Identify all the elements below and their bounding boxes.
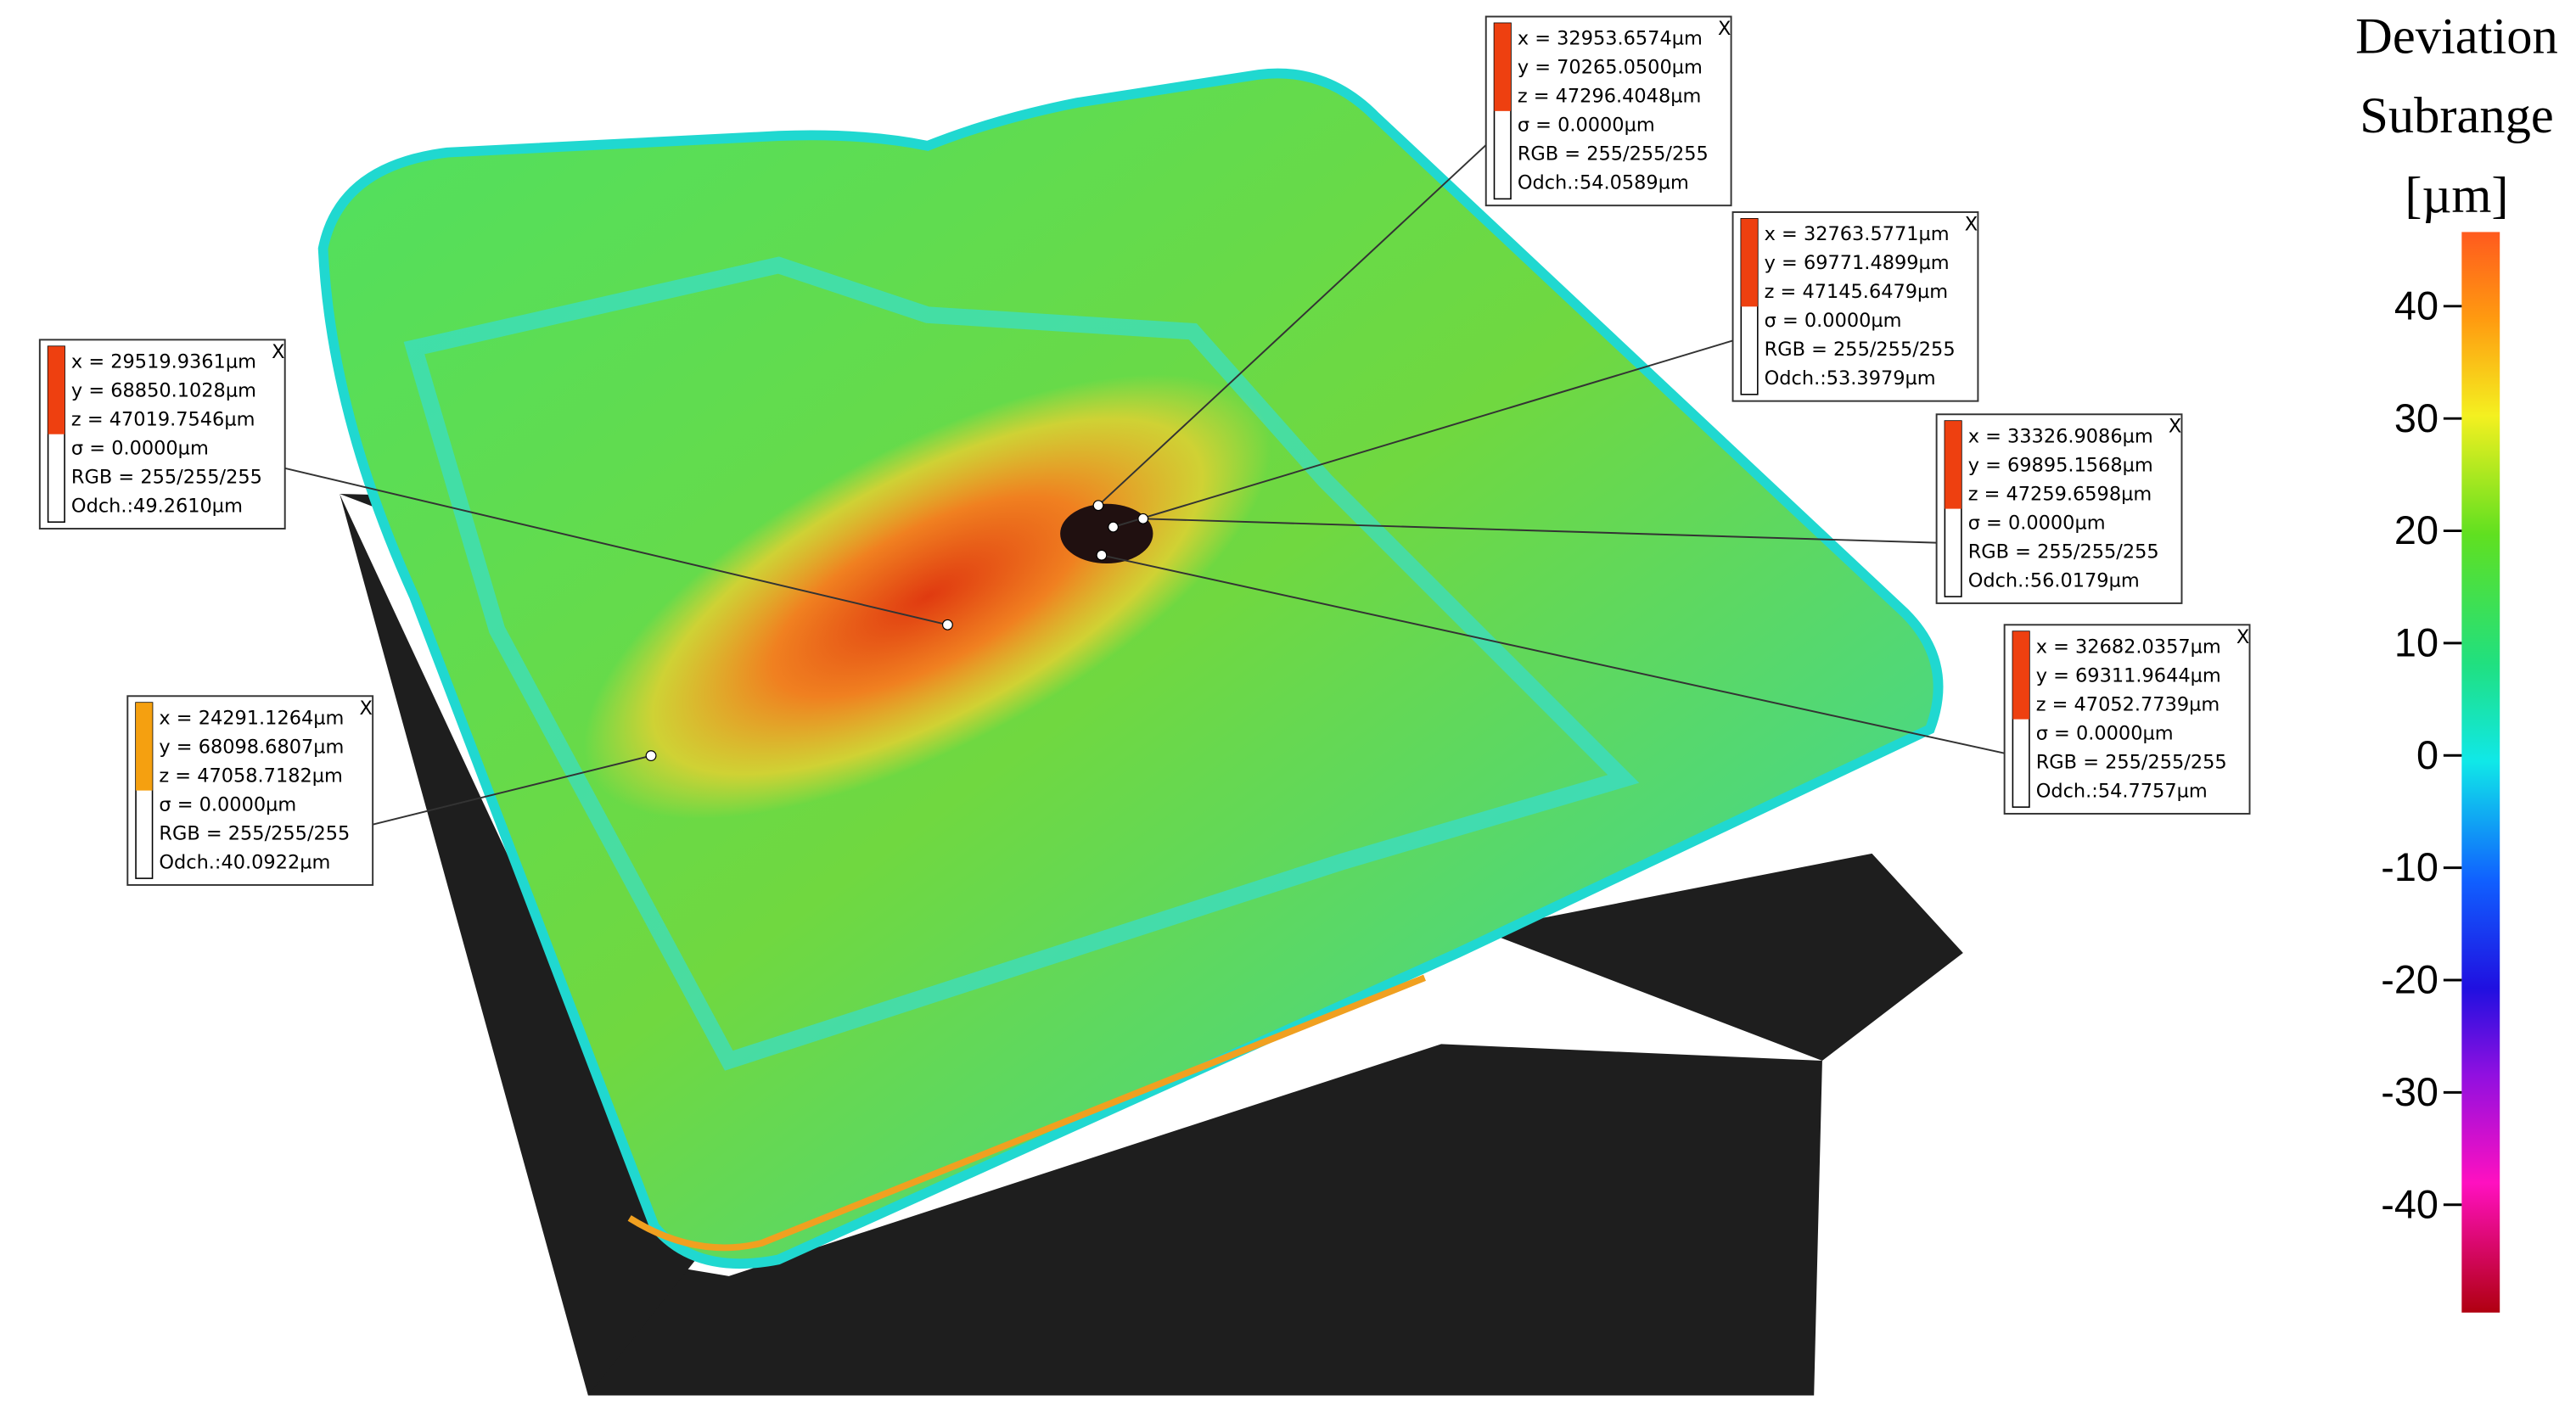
close-button[interactable]: X: [1718, 18, 1731, 40]
annotation-line: y = 68850.1028µm: [71, 380, 256, 402]
annotation-line: Odch.:40.0922µm: [159, 851, 330, 873]
inner-rim: [403, 256, 1640, 1071]
tick-label: 10: [2394, 621, 2439, 665]
annotation-line: z = 47259.6598µm: [1968, 483, 2152, 505]
annotation-line: y = 69311.9644µm: [2036, 664, 2221, 686]
leader-line: [1113, 339, 1733, 529]
close-button[interactable]: X: [272, 341, 284, 363]
probe-point: [941, 619, 953, 630]
annotation-line: x = 29519.9361µm: [71, 351, 256, 373]
tick-label: 40: [2394, 283, 2439, 328]
swatch-fill: [1741, 218, 1758, 307]
annotation-line: σ = 0.0000µm: [1765, 310, 1902, 332]
annotation-line: RGB = 255/255/255: [1518, 143, 1709, 165]
swatch-fill: [48, 346, 65, 434]
annotation-line: RGB = 255/255/255: [1765, 339, 1956, 361]
annotation-line: z = 47052.7739µm: [2036, 693, 2220, 715]
annotation: x = 32763.5771µm y = 69771.4899µm z = 4714…: [1108, 211, 1979, 533]
colorbar-title: Deviation: [2355, 8, 2558, 64]
annotation-box: [38, 339, 286, 530]
annotation-line: x = 33326.9086µm: [1968, 425, 2153, 447]
swatch-fill: [136, 703, 153, 791]
leader-line: [372, 754, 652, 826]
annotation-line: x = 32682.0357µm: [2036, 636, 2221, 658]
leader-line: [1097, 144, 1487, 507]
swatch-fill: [1494, 23, 1512, 111]
annotation: x = 29519.9361µm y = 68850.1028µm z = 4701…: [38, 339, 953, 630]
colorbar-title: [µm]: [2405, 167, 2508, 224]
annotation-line: RGB = 255/255/255: [71, 467, 262, 489]
close-button[interactable]: X: [360, 698, 373, 720]
tick-label: -30: [2381, 1070, 2439, 1114]
annotation-line: RGB = 255/255/255: [159, 822, 350, 844]
annotation-line: RGB = 255/255/255: [2036, 751, 2227, 773]
probe-point: [645, 750, 657, 762]
annotation-box: [1484, 15, 1732, 207]
annotations: x = 32953.6574µm y = 70265.0500µm z = 4729…: [38, 15, 2251, 886]
colorbar-scale: [2461, 232, 2500, 1313]
annotation-line: σ = 0.0000µm: [71, 438, 209, 460]
annotation: x = 33326.9086µm y = 69895.1568µm z = 4725…: [1137, 413, 2183, 604]
annotation-box: [1935, 413, 2183, 604]
shadow: [340, 494, 696, 1396]
surface: [317, 68, 1944, 1269]
deviation-hotspot: [584, 374, 1271, 819]
annotation-line: y = 69771.4899µm: [1765, 252, 1950, 274]
close-button[interactable]: X: [2236, 626, 2249, 648]
annotation-line: Odch.:53.3979µm: [1765, 367, 1936, 389]
annotation-line: z = 47145.6479µm: [1765, 281, 1949, 303]
model: [317, 68, 1963, 1396]
tick-label: 30: [2394, 396, 2439, 440]
probe-point: [1108, 521, 1120, 533]
probe-point: [1092, 500, 1104, 512]
annotation-line: y = 70265.0500µm: [1518, 57, 1703, 79]
annotation-box: [2003, 624, 2251, 815]
close-button[interactable]: X: [1965, 213, 1978, 235]
annotation-line: Odch.:54.0589µm: [1518, 172, 1689, 194]
annotation-line: σ = 0.0000µm: [159, 793, 296, 815]
colorbar: Deviation Subrange [µm] 40 30 20 10 0 -10 -20 -…: [2355, 8, 2558, 1313]
annotation-line: z = 47296.4048µm: [1518, 86, 1702, 108]
colorbar-title: Subrange: [2360, 87, 2553, 144]
annotation-line: x = 24291.1264µm: [159, 707, 344, 729]
leader-line: [1142, 518, 1937, 544]
annotation-line: y = 68098.6807µm: [159, 736, 344, 758]
tick-label: -40: [2381, 1182, 2439, 1226]
annotation-line: z = 47058.7182µm: [159, 765, 343, 787]
tick-label: -10: [2381, 845, 2439, 889]
annotation-line: x = 32763.5771µm: [1765, 223, 1950, 245]
annotation: x = 32953.6574µm y = 70265.0500µm z = 4729…: [1092, 15, 1732, 512]
shadow: [340, 494, 1963, 1396]
probe-point: [1096, 549, 1108, 561]
annotation-line: x = 32953.6574µm: [1518, 28, 1703, 50]
annotation-line: Odch.:49.2610µm: [71, 495, 243, 517]
annotation-box: [126, 695, 374, 886]
swatch-fill: [2012, 631, 2029, 720]
tick-label: 0: [2416, 733, 2439, 777]
annotation-line: RGB = 255/255/255: [1968, 541, 2159, 563]
annotation-line: σ = 0.0000µm: [1968, 512, 2106, 534]
annotation: x = 32682.0357µm y = 69311.9644µm z = 4705…: [1096, 549, 2251, 815]
annotation-box: [1731, 211, 1979, 402]
close-button[interactable]: X: [2169, 416, 2181, 438]
annotation-line: Odch.:54.7757µm: [2036, 780, 2208, 802]
deviation-hotspot: [1060, 503, 1153, 564]
leader-line: [284, 467, 948, 626]
annotation: x = 24291.1264µm y = 68098.6807µm z = 4705…: [126, 695, 657, 886]
tick-label: -20: [2381, 958, 2439, 1002]
swatch-fill: [1945, 421, 1961, 509]
tick-label: 20: [2394, 508, 2439, 552]
annotation-line: σ = 0.0000µm: [1518, 115, 1655, 137]
annotation-line: σ = 0.0000µm: [2036, 722, 2174, 744]
leader-line: [1101, 554, 2005, 754]
probe-point: [1137, 513, 1149, 524]
annotation-line: Odch.:56.0179µm: [1968, 569, 2140, 591]
annotation-line: z = 47019.7546µm: [71, 409, 255, 431]
edge-band: [627, 974, 1426, 1252]
annotation-line: y = 69895.1568µm: [1968, 454, 2153, 476]
